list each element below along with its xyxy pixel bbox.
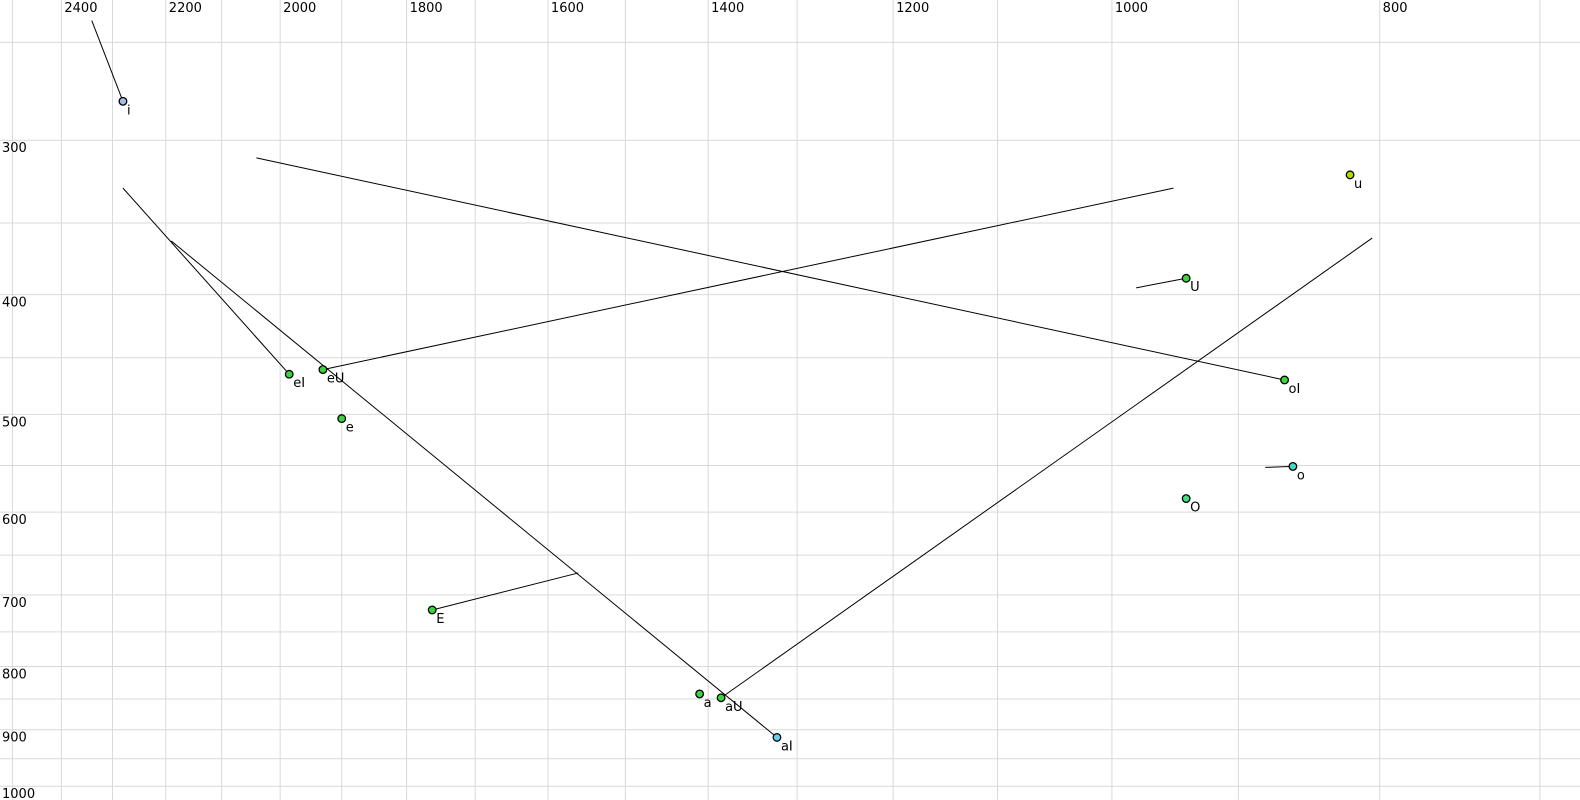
vowel-point-label: U [1190, 280, 1200, 295]
formant-trajectory-line [322, 187, 1174, 371]
vowel-point[interactable] [695, 689, 705, 699]
x-axis-tick-label: 2000 [283, 1, 316, 16]
vowel-point[interactable] [1280, 375, 1290, 385]
x-axis-tick-label: 2200 [169, 1, 202, 16]
vowel-point-label: oI [1289, 382, 1301, 397]
formant-trajectory-line [122, 187, 290, 375]
vowel-point[interactable] [284, 369, 294, 379]
vowel-point-label: aI [781, 739, 793, 754]
formant-trajectory-line [170, 240, 778, 738]
vowel-point-label: i [127, 103, 131, 118]
vowel-point[interactable] [1345, 170, 1355, 180]
formant-trajectory-line [720, 237, 1373, 699]
vowel-point[interactable] [1288, 461, 1298, 471]
vowel-point[interactable] [118, 96, 128, 106]
y-axis-tick-label: 800 [2, 668, 27, 683]
x-axis-tick-label: 2400 [64, 1, 97, 16]
x-axis-tick-label: 1200 [896, 1, 929, 16]
vowel-point-label: e [346, 421, 354, 436]
x-axis-tick-label: 1000 [1115, 1, 1148, 16]
vowel-point-label: u [1354, 177, 1362, 192]
vowel-point-label: O [1190, 501, 1200, 516]
formant-trajectory-line [432, 572, 579, 611]
y-axis-tick-label: 500 [2, 415, 27, 430]
y-axis-tick-label: 600 [2, 513, 27, 528]
vowel-point[interactable] [1181, 494, 1191, 504]
formant-trajectory-line [256, 157, 1285, 381]
vowel-point[interactable] [1181, 273, 1191, 283]
vowel-point-label: eU [327, 372, 345, 387]
vowel-point[interactable] [318, 365, 328, 375]
y-axis-tick-label: 900 [2, 731, 27, 746]
vowel-point[interactable] [772, 732, 782, 742]
vowel-point-label: eI [293, 376, 305, 391]
formant-trajectory-line [91, 20, 124, 102]
vowel-point-label: o [1297, 468, 1305, 483]
vowel-point-label: E [436, 612, 444, 627]
vowel-point-label: a [704, 696, 712, 711]
vowel-point-label: aU [725, 700, 742, 715]
x-axis-tick-label: 800 [1383, 1, 1408, 16]
y-axis-tick-label: 700 [2, 596, 27, 611]
x-axis-tick-label: 1800 [410, 1, 443, 16]
vowel-point[interactable] [427, 605, 437, 615]
formant-trajectory-line [1136, 277, 1187, 289]
vowel-point[interactable] [716, 693, 726, 703]
x-axis-tick-label: 1400 [711, 1, 744, 16]
y-axis-tick-label: 1000 [2, 787, 35, 800]
y-axis-tick-label: 300 [2, 141, 27, 156]
formant-trajectory-line [1265, 465, 1293, 468]
y-axis-tick-label: 400 [2, 296, 27, 311]
x-axis-tick-label: 1600 [551, 1, 584, 16]
vowel-point[interactable] [337, 414, 347, 424]
